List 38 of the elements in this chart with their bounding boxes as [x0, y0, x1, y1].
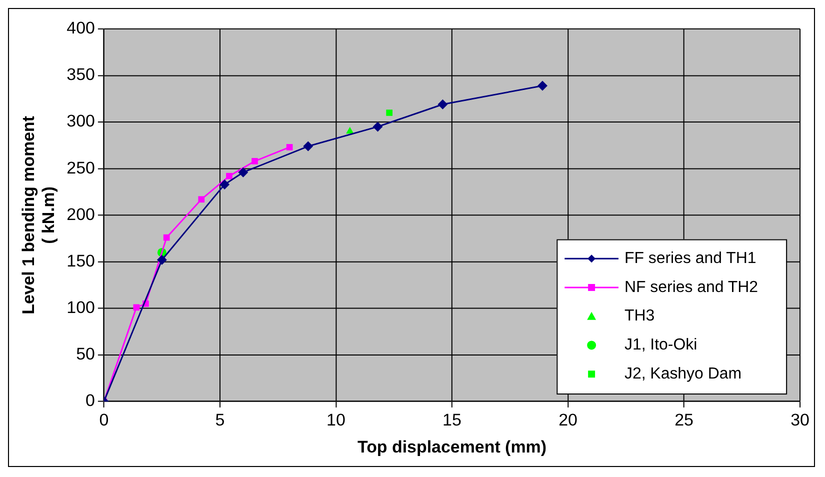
point: [133, 304, 140, 311]
point: [386, 110, 393, 116]
legend-label: TH3: [624, 308, 655, 325]
legend-label: FF series and TH1: [624, 250, 756, 267]
x-axis-title: Top displacement (mm): [357, 438, 546, 457]
x-tick-label: 10: [326, 410, 346, 430]
y-tick-label: 300: [66, 112, 95, 131]
point: [238, 167, 248, 178]
y-tick-label: 400: [66, 18, 95, 38]
x-tick-label: 5: [215, 410, 225, 430]
y-tick-label: 50: [76, 344, 95, 364]
y-tick-label: 350: [66, 65, 95, 84]
legend-label: NF series and TH2: [624, 278, 758, 296]
point: [156, 254, 167, 265]
point: [220, 179, 230, 190]
point: [346, 126, 354, 134]
y-tick-label: 200: [66, 204, 95, 224]
point: [537, 80, 548, 91]
x-tick-label: 15: [442, 410, 462, 430]
legend-label: J2, Kashyo Dam: [624, 366, 742, 382]
y-tick-label: 250: [66, 158, 95, 178]
point: [286, 144, 293, 150]
point: [438, 99, 448, 110]
point: [198, 196, 205, 203]
y-axis-title: Level 1 bending moment ( kN.m): [18, 116, 58, 314]
x-tick-label: 30: [790, 410, 810, 430]
y-tick-label: 0: [86, 391, 95, 410]
y-tick-label: 100: [66, 298, 95, 318]
point: [372, 122, 383, 132]
y-tick-label: 150: [66, 251, 95, 270]
point: [252, 158, 258, 164]
x-tick-label: 20: [558, 410, 578, 430]
point: [163, 234, 170, 241]
point: [226, 172, 232, 180]
x-tick-label: 25: [674, 410, 694, 430]
x-tick-label: 0: [99, 410, 109, 430]
point: [303, 141, 314, 152]
legend-label: J1, Ito-Oki: [624, 336, 698, 354]
